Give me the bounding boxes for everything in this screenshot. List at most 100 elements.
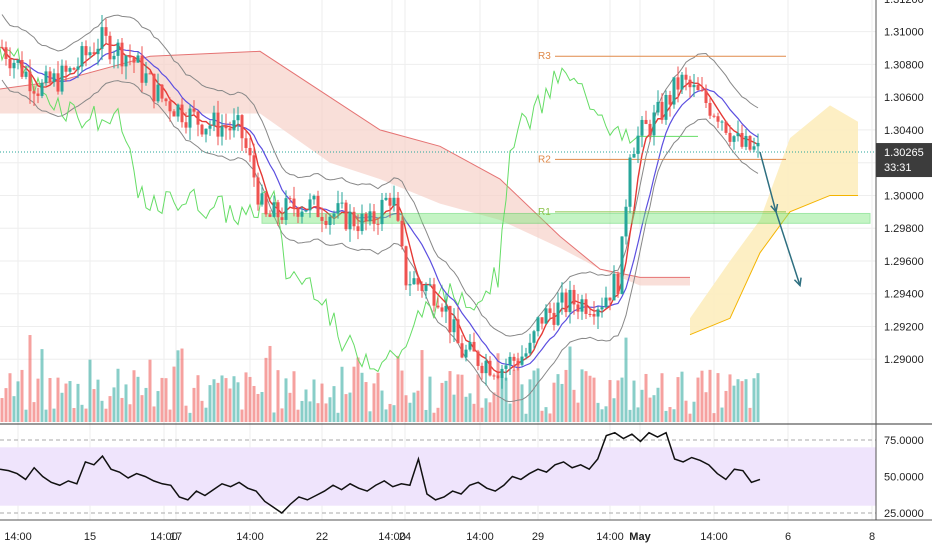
volume-bar-161 bbox=[644, 373, 648, 422]
candle-body-157 bbox=[628, 157, 632, 207]
candle-body-31 bbox=[124, 55, 128, 67]
volume-bar-52 bbox=[208, 385, 212, 422]
volume-bar-100 bbox=[400, 370, 404, 422]
volume-bar-129 bbox=[516, 358, 520, 422]
candle-body-63 bbox=[252, 155, 256, 178]
volume-bar-147 bbox=[588, 375, 592, 422]
candle-body-117 bbox=[468, 341, 472, 350]
volume-bar-19 bbox=[76, 383, 80, 422]
volume-bar-108 bbox=[432, 412, 436, 422]
candle-body-34 bbox=[136, 55, 140, 63]
price-tick-0: 1.31200 bbox=[884, 0, 924, 6]
candle-body-139 bbox=[556, 302, 560, 325]
candle-body-164 bbox=[656, 101, 660, 113]
volume-bar-165 bbox=[660, 373, 664, 422]
candle-body-48 bbox=[192, 108, 196, 112]
candle-body-186 bbox=[744, 135, 748, 147]
candle-body-51 bbox=[204, 128, 208, 135]
candle-body-165 bbox=[660, 101, 664, 120]
candle-body-162 bbox=[648, 123, 652, 136]
candle-body-93 bbox=[372, 211, 376, 224]
volume-bar-144 bbox=[576, 402, 580, 422]
candle-body-38 bbox=[152, 73, 156, 102]
candle-body-77 bbox=[308, 199, 312, 211]
candle-body-26 bbox=[104, 27, 108, 36]
volume-bar-169 bbox=[676, 377, 680, 422]
bollinger-lower bbox=[1, 79, 759, 403]
candle-body-60 bbox=[240, 115, 244, 139]
candle-body-121 bbox=[484, 360, 488, 374]
candle-body-41 bbox=[164, 98, 168, 102]
volume-bar-56 bbox=[224, 378, 228, 422]
price-tick-1: 1.31000 bbox=[884, 27, 924, 39]
candle-body-140 bbox=[560, 292, 564, 303]
volume-bar-1 bbox=[4, 388, 8, 422]
volume-bar-23 bbox=[92, 389, 96, 422]
candles bbox=[0, 14, 760, 389]
candle-body-62 bbox=[248, 147, 252, 156]
candle-body-138 bbox=[552, 312, 556, 325]
candle-body-130 bbox=[520, 356, 524, 365]
candle-body-27 bbox=[108, 35, 112, 60]
candle-body-68 bbox=[272, 202, 276, 217]
volume-bar-51 bbox=[204, 407, 208, 422]
candle-body-169 bbox=[676, 77, 680, 90]
volume-bar-76 bbox=[304, 389, 308, 422]
volume-bar-24 bbox=[96, 379, 100, 422]
volume-bar-99 bbox=[396, 355, 400, 422]
candle-body-19 bbox=[76, 66, 80, 70]
time-tick-14: 8 bbox=[869, 531, 875, 543]
volume-bar-113 bbox=[452, 394, 456, 422]
volume-bar-119 bbox=[476, 374, 480, 422]
volume-bar-62 bbox=[248, 376, 252, 422]
candle-body-29 bbox=[116, 42, 120, 56]
volume-bar-173 bbox=[692, 401, 696, 422]
volume-bar-16 bbox=[64, 383, 68, 422]
candle-body-104 bbox=[416, 278, 420, 285]
volume-bar-31 bbox=[124, 384, 128, 422]
volume-bar-32 bbox=[128, 404, 132, 422]
volume-bar-17 bbox=[68, 381, 72, 422]
candle-body-115 bbox=[460, 343, 464, 358]
volume-bar-8 bbox=[32, 402, 36, 422]
candle-body-96 bbox=[384, 197, 388, 200]
indicator-lines bbox=[0, 14, 759, 403]
volume-bar-122 bbox=[488, 402, 492, 422]
volume-bar-87 bbox=[348, 392, 352, 422]
volume-bar-40 bbox=[160, 377, 164, 422]
candle-body-166 bbox=[664, 94, 668, 120]
candle-body-92 bbox=[368, 211, 372, 222]
candle-body-84 bbox=[336, 203, 340, 214]
rsi-tick-0: 75.0000 bbox=[884, 435, 924, 447]
candle-body-118 bbox=[472, 341, 476, 352]
candle-body-42 bbox=[168, 101, 172, 112]
volume-bar-155 bbox=[620, 377, 624, 422]
volume-bar-43 bbox=[172, 366, 176, 422]
candle-body-95 bbox=[380, 199, 384, 225]
volume-bar-46 bbox=[184, 405, 188, 422]
candle-body-40 bbox=[160, 84, 164, 99]
volume-bar-53 bbox=[212, 379, 216, 422]
price-tick-2: 1.30800 bbox=[884, 59, 924, 71]
volume-bar-183 bbox=[732, 385, 736, 422]
price-tick-10: 1.29200 bbox=[884, 321, 924, 333]
time-tick-2: 14:00 bbox=[150, 531, 178, 543]
candle-body-149 bbox=[596, 309, 600, 317]
volume-bar-148 bbox=[592, 377, 596, 422]
candle-body-6 bbox=[24, 71, 28, 77]
candle-body-24 bbox=[96, 48, 100, 55]
volume-bar-73 bbox=[292, 371, 296, 422]
volume-bar-130 bbox=[520, 384, 524, 422]
volume-bar-121 bbox=[484, 398, 488, 422]
candle-body-153 bbox=[612, 273, 616, 301]
volume-bar-50 bbox=[200, 400, 204, 422]
candle-body-47 bbox=[188, 108, 192, 128]
volume-bar-166 bbox=[664, 410, 668, 422]
volume-bar-13 bbox=[52, 408, 56, 422]
candle-body-179 bbox=[716, 116, 720, 122]
volume-bar-28 bbox=[112, 387, 116, 422]
candle-body-108 bbox=[432, 284, 436, 306]
annotations bbox=[759, 151, 802, 288]
candle-body-107 bbox=[428, 284, 432, 286]
